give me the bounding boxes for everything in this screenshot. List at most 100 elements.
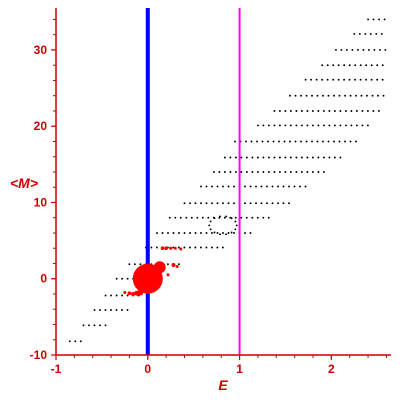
data-point [189, 202, 191, 205]
data-point [209, 228, 212, 231]
data-point [381, 64, 384, 67]
data-point [294, 94, 297, 97]
data-point [225, 233, 228, 236]
data-point [344, 124, 347, 127]
data-point [289, 110, 292, 112]
y-tick-label: 30 [34, 43, 48, 57]
data-point [161, 232, 164, 234]
data-point [227, 185, 230, 188]
data-point [356, 48, 359, 51]
data-point [311, 94, 313, 97]
data-point [235, 224, 238, 227]
data-point [343, 64, 346, 67]
highlight-point [164, 246, 168, 250]
data-point [133, 263, 136, 266]
data-point [364, 32, 367, 35]
data-point [93, 324, 96, 327]
data-point [355, 140, 357, 143]
data-point [262, 216, 265, 219]
data-point [365, 64, 368, 67]
y-tick-label: -10 [30, 348, 48, 362]
highlight-point [173, 246, 177, 250]
data-point [316, 94, 319, 97]
data-point [219, 215, 221, 218]
data-point [227, 232, 230, 234]
data-point [121, 277, 124, 280]
highlight-point [171, 263, 176, 267]
data-point [377, 110, 380, 112]
data-point [327, 94, 330, 97]
data-point [328, 124, 331, 127]
data-point [300, 94, 302, 97]
data-point [230, 231, 233, 234]
y-axis-label: <M> [10, 175, 38, 191]
data-point [233, 202, 235, 205]
data-point [300, 110, 303, 112]
highlight-point [123, 291, 127, 294]
data-point [110, 309, 112, 311]
data-point [328, 156, 331, 159]
data-point [300, 171, 303, 173]
data-point [289, 171, 292, 173]
data-point [189, 232, 191, 234]
data-point [367, 18, 370, 21]
data-point [194, 246, 197, 249]
black-points-layer [68, 18, 387, 343]
data-point [360, 94, 363, 97]
data-point [178, 232, 180, 234]
data-point [317, 110, 320, 112]
data-point [289, 156, 292, 159]
highlight-point [134, 290, 140, 296]
data-point [229, 156, 232, 159]
data-point [378, 48, 381, 51]
data-point [139, 263, 142, 266]
data-point [183, 202, 186, 205]
data-point [332, 78, 335, 81]
data-point [306, 171, 309, 173]
data-point [282, 185, 285, 188]
data-point [288, 185, 290, 188]
data-point [183, 246, 186, 249]
data-point [373, 48, 376, 51]
data-point [348, 78, 351, 81]
highlight-point [179, 247, 183, 251]
data-point [353, 32, 356, 35]
data-point [345, 48, 348, 51]
data-point [365, 78, 368, 81]
data-point [339, 110, 342, 112]
data-point [190, 216, 193, 219]
data-point [366, 110, 369, 112]
data-point [223, 171, 226, 173]
x-axis-label: E [218, 377, 228, 393]
data-point [293, 185, 296, 188]
data-point [166, 263, 169, 266]
data-point [156, 232, 158, 234]
data-point [188, 246, 191, 249]
data-point [110, 294, 113, 297]
data-point [234, 156, 237, 159]
data-point [317, 124, 320, 127]
highlight-point [153, 261, 166, 274]
data-point [359, 78, 362, 81]
data-point [93, 309, 96, 311]
data-point [234, 220, 237, 223]
axes-layer [55, 8, 391, 356]
data-point [273, 110, 276, 112]
data-point [306, 156, 309, 159]
highlight-point [160, 246, 165, 250]
highlight-point [131, 292, 136, 296]
data-point [234, 140, 236, 143]
data-point [311, 171, 314, 173]
data-point [316, 140, 319, 143]
data-point [267, 124, 270, 127]
data-point [251, 156, 254, 159]
data-point [295, 124, 298, 127]
data-point [194, 202, 197, 205]
data-point [200, 232, 202, 234]
data-point [372, 18, 375, 21]
data-point [256, 140, 258, 143]
data-point [278, 156, 281, 159]
data-point [256, 216, 259, 219]
data-point [262, 124, 265, 127]
